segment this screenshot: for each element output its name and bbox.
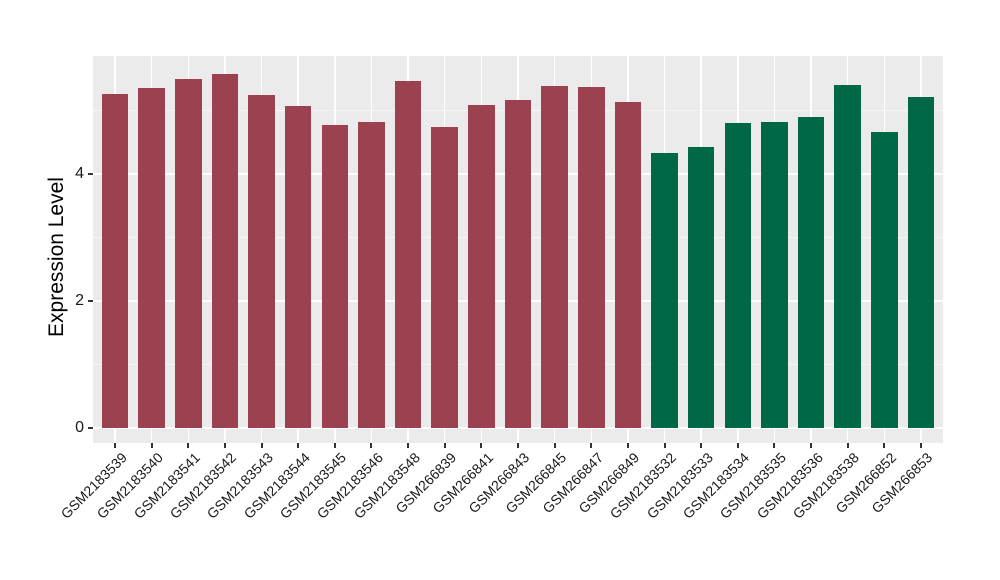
bar-GSM2183541: [175, 78, 202, 429]
bar-GSM2183543: [248, 95, 275, 429]
bar-GSM2183545: [321, 124, 349, 429]
y-tick-mark: [88, 172, 93, 175]
x-tick-mark: [150, 443, 153, 448]
x-tick-mark: [297, 443, 300, 448]
bar-GSM266849: [614, 101, 642, 429]
y-tick-label: 0: [75, 419, 84, 437]
bar-GSM2183542: [211, 73, 239, 429]
bar-GSM266839: [431, 127, 458, 429]
bar-GSM2183544: [284, 106, 312, 429]
x-tick-mark: [407, 443, 410, 448]
x-tick-mark: [920, 443, 923, 448]
x-tick-mark: [113, 443, 116, 448]
x-tick-mark: [480, 443, 483, 448]
bar-GSM266847: [578, 86, 605, 429]
bar-GSM266852: [871, 131, 898, 429]
bar-GSM2183548: [394, 81, 422, 429]
bar-GSM2183532: [651, 152, 678, 429]
bar-GSM266843: [504, 99, 532, 429]
x-tick-mark: [187, 443, 190, 448]
x-tick-mark: [626, 443, 629, 448]
x-tick-mark: [846, 443, 849, 448]
x-tick-mark: [260, 443, 263, 448]
bar-GSM2183539: [101, 93, 129, 429]
x-tick-mark: [883, 443, 886, 448]
bar-GSM2183546: [358, 121, 385, 429]
bar-GSM2183536: [797, 117, 825, 429]
bar-GSM2183534: [724, 122, 752, 429]
y-tick-label: 4: [75, 164, 84, 182]
bar-GSM266853: [907, 97, 935, 429]
x-tick-mark: [736, 443, 739, 448]
x-tick-mark: [517, 443, 519, 448]
x-tick-mark: [443, 443, 446, 448]
x-tick-mark: [810, 443, 813, 448]
plot-panel: [93, 56, 943, 443]
x-tick-mark: [700, 443, 703, 448]
x-tick-mark: [223, 443, 226, 448]
y-tick-mark: [88, 427, 93, 430]
x-tick-mark: [370, 443, 373, 448]
x-tick-mark: [590, 443, 593, 448]
x-tick-mark: [773, 443, 776, 448]
y-axis-title: Expression Level: [45, 177, 68, 337]
x-tick-mark: [333, 443, 336, 448]
y-tick-label: 2: [75, 292, 84, 310]
bar-GSM2183533: [687, 147, 715, 429]
bar-GSM2183540: [138, 87, 165, 429]
x-tick-mark: [663, 443, 666, 448]
bar-GSM266841: [468, 105, 495, 429]
x-tick-mark: [553, 443, 556, 448]
bar-GSM266845: [541, 85, 568, 429]
y-tick-mark: [88, 300, 93, 303]
bar-GSM2183535: [761, 121, 788, 429]
bar-GSM2183538: [834, 85, 861, 429]
